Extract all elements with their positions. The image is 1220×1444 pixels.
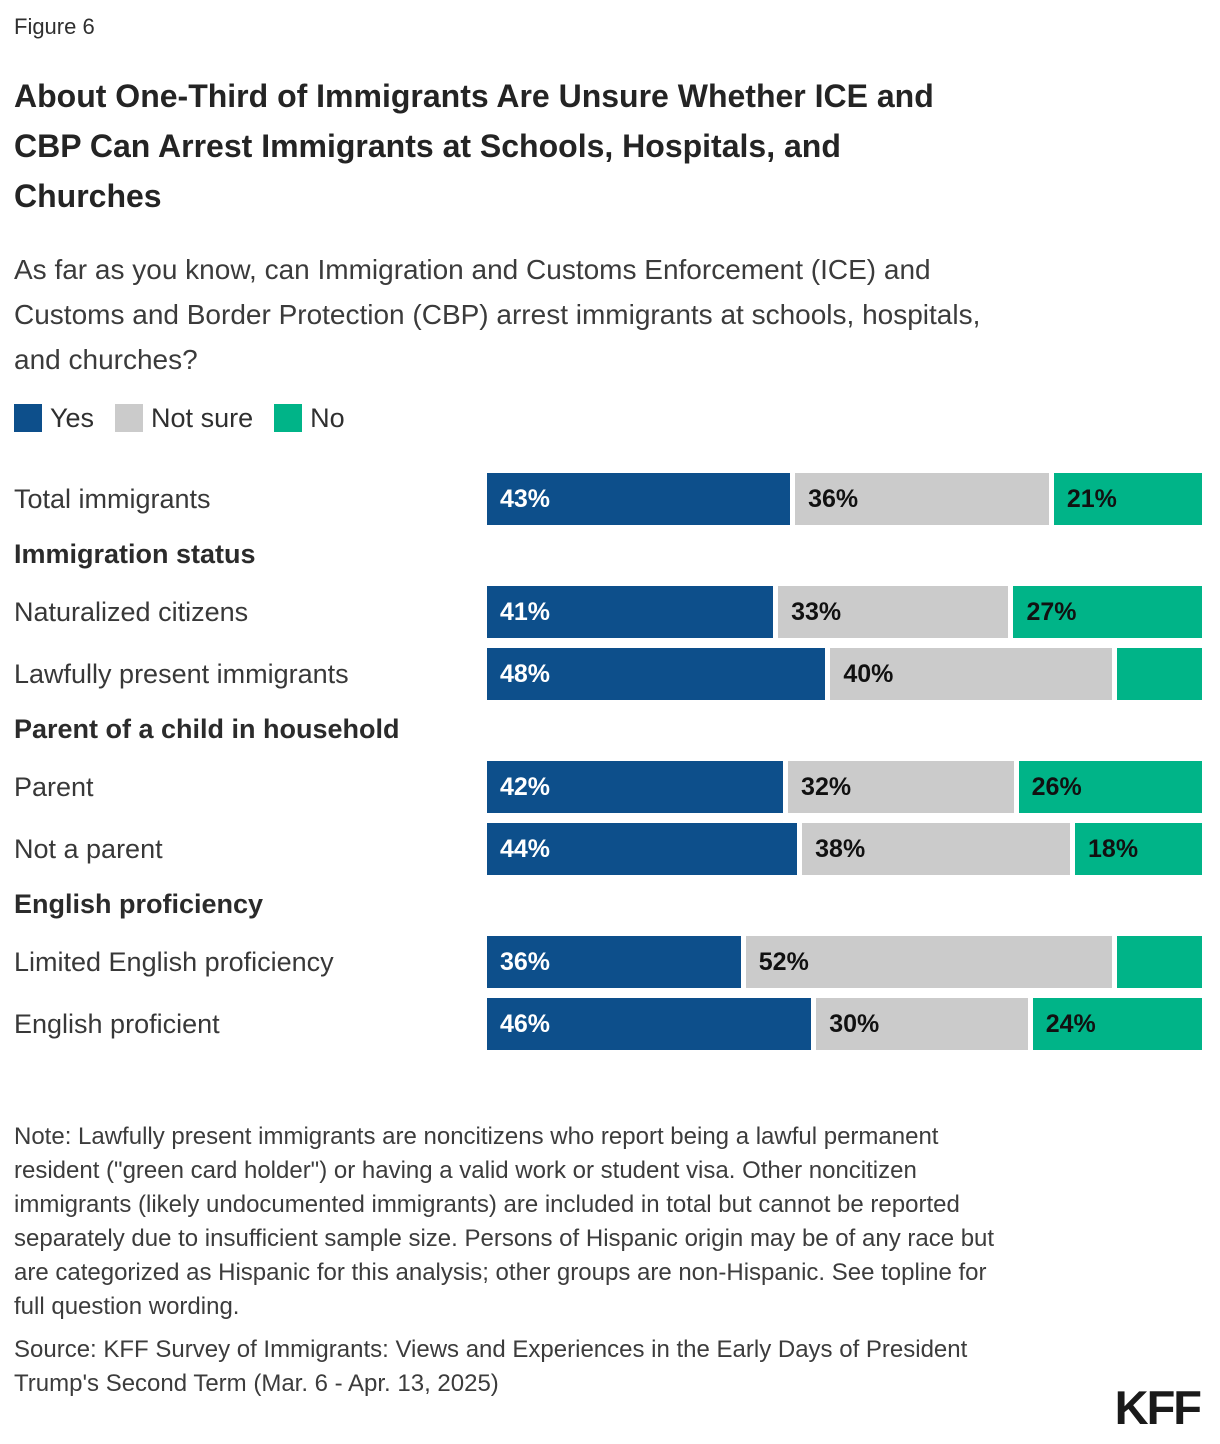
bar-row-english-proficient: English proficient 46% 30% 24% <box>14 998 1202 1050</box>
section-header-english-proficiency: English proficiency <box>14 889 264 919</box>
legend-label: No <box>310 402 345 433</box>
section-header-parent-of-a-child-in-household: Parent of a child in household <box>14 714 400 744</box>
bar-row-label: Limited English proficiency <box>14 946 334 977</box>
bar-segment-no <box>1117 648 1202 700</box>
bar-row-parent: Parent 42% 32% 26% <box>14 761 1202 813</box>
bar-value-label: 18% <box>1088 834 1139 863</box>
bar-value-label: 40% <box>843 659 894 688</box>
bar-value-label: 21% <box>1066 484 1117 513</box>
bar-row-label: Parent <box>14 771 94 802</box>
bar-segment-yes: 46% <box>487 998 812 1050</box>
bar-row-label: English proficient <box>14 1008 220 1039</box>
bar-segment-not-sure: 40% <box>830 648 1113 700</box>
legend-swatch-no <box>274 404 303 432</box>
bar-row-not-a-parent: Not a parent 44% 38% 18% <box>14 823 1202 875</box>
note-text: Note: Lawfully present immigrants are no… <box>14 1120 1202 1324</box>
section-header-immigration-status: Immigration status <box>14 539 256 569</box>
bar-value-label: 32% <box>801 772 852 801</box>
bar-segment-yes: 36% <box>487 936 741 988</box>
bar-segment-no: 24% <box>1032 998 1202 1050</box>
bar-segment-not-sure: 30% <box>816 998 1028 1050</box>
bar-row-label: Total immigrants <box>14 483 211 514</box>
bar-value-label: 42% <box>500 772 551 801</box>
note-line: Note: Lawfully present immigrants are no… <box>14 1123 939 1150</box>
bar-segment-not-sure: 32% <box>788 761 1014 813</box>
bar-value-label: 41% <box>500 597 551 626</box>
chart-title-line: Churches <box>14 178 162 214</box>
bar-value-label: 27% <box>1026 597 1077 626</box>
chart-legend: Yes Not sure No <box>14 403 1202 433</box>
source-text: Source: KFF Survey of Immigrants: Views … <box>14 1333 1202 1401</box>
bar-value-label: 30% <box>829 1009 880 1038</box>
bar-row-label: Naturalized citizens <box>14 596 249 627</box>
bar-row-total-immigrants: Total immigrants 43% 36% 21% <box>14 473 1202 525</box>
legend-item-not-sure: Not sure <box>115 403 253 434</box>
bar-row-limited-english-proficiency: Limited English proficiency 36% 52% <box>14 936 1202 988</box>
legend-swatch-yes <box>14 404 42 432</box>
bar-segment-yes: 41% <box>487 586 774 638</box>
bar-segment-no: 27% <box>1013 586 1202 638</box>
stacked-bar: 48% 40% <box>487 648 1202 700</box>
bar-value-label: 38% <box>815 834 866 863</box>
note-line: full question wording. <box>14 1293 240 1320</box>
chart-subtitle-line: and churches? <box>14 344 198 375</box>
bar-value-label: 26% <box>1031 772 1082 801</box>
note-line: separately due to insufficient sample si… <box>14 1225 995 1252</box>
legend-swatch-not-sure <box>115 404 144 432</box>
bar-segment-not-sure: 33% <box>778 586 1009 638</box>
chart-subtitle: As far as you know, can Immigration and … <box>14 247 1202 382</box>
bar-value-label: 46% <box>500 1009 551 1038</box>
legend-item-yes: Yes <box>14 403 94 434</box>
note-line: resident ("green card holder") or having… <box>14 1157 917 1184</box>
bar-segment-not-sure: 52% <box>745 936 1113 988</box>
bar-value-label: 24% <box>1045 1009 1096 1038</box>
source-line: Source: KFF Survey of Immigrants: Views … <box>14 1336 968 1363</box>
bar-segment-no: 18% <box>1075 823 1202 875</box>
bar-segment-no: 26% <box>1018 761 1202 813</box>
stacked-bar: 41% 33% 27% <box>487 586 1202 638</box>
legend-label: Yes <box>50 402 95 433</box>
bar-value-label: 44% <box>500 834 551 863</box>
chart-subtitle-line: As far as you know, can Immigration and … <box>14 254 931 285</box>
bar-segment-yes: 42% <box>487 761 784 813</box>
kff-logo: KFF <box>1114 1381 1202 1434</box>
bar-segment-not-sure: 36% <box>795 473 1049 525</box>
bar-value-label: 36% <box>500 947 551 976</box>
chart-title: About One-Third of Immigrants Are Unsure… <box>14 71 1202 221</box>
bar-segment-yes: 44% <box>487 823 798 875</box>
note-line: immigrants (likely undocumented immigran… <box>14 1191 960 1218</box>
chart-title-line: About One-Third of Immigrants Are Unsure… <box>14 78 934 114</box>
stacked-bar: 36% 52% <box>487 936 1202 988</box>
chart-title-line: CBP Can Arrest Immigrants at Schools, Ho… <box>14 128 841 164</box>
stacked-bar: 42% 32% 26% <box>487 761 1202 813</box>
chart-rows: Total immigrants 43% 36% 21% Immigration sta… <box>14 473 1202 1050</box>
bar-segment-no: 21% <box>1053 473 1202 525</box>
bar-value-label: 33% <box>791 597 842 626</box>
bar-value-label: 48% <box>500 659 551 688</box>
bar-value-label: 43% <box>500 484 551 513</box>
bar-row-label: Lawfully present immigrants <box>14 658 349 689</box>
legend-item-no: No <box>274 403 345 434</box>
stacked-bar: 46% 30% 24% <box>487 998 1202 1050</box>
source-line: Trump's Second Term (Mar. 6 - Apr. 13, 2… <box>14 1370 499 1397</box>
chart-subtitle-line: Customs and Border Protection (CBP) arre… <box>14 299 981 330</box>
bar-row-naturalized-citizens: Naturalized citizens 41% 33% 27% <box>14 586 1202 638</box>
legend-label: Not sure <box>151 402 254 433</box>
bar-row-label: Not a parent <box>14 833 163 864</box>
bar-segment-yes: 43% <box>487 473 791 525</box>
stacked-bar: 44% 38% 18% <box>487 823 1202 875</box>
bar-segment-no <box>1117 936 1202 988</box>
bar-value-label: 52% <box>758 947 809 976</box>
note-line: are categorized as Hispanic for this ana… <box>14 1259 987 1286</box>
bar-segment-not-sure: 38% <box>802 823 1071 875</box>
stacked-bar: 43% 36% 21% <box>487 473 1202 525</box>
figure-label: Figure 6 <box>14 14 95 39</box>
bar-value-label: 36% <box>808 484 859 513</box>
bar-row-lawfully-present-immigrants: Lawfully present immigrants 48% 40% <box>14 648 1202 700</box>
bar-segment-yes: 48% <box>487 648 826 700</box>
